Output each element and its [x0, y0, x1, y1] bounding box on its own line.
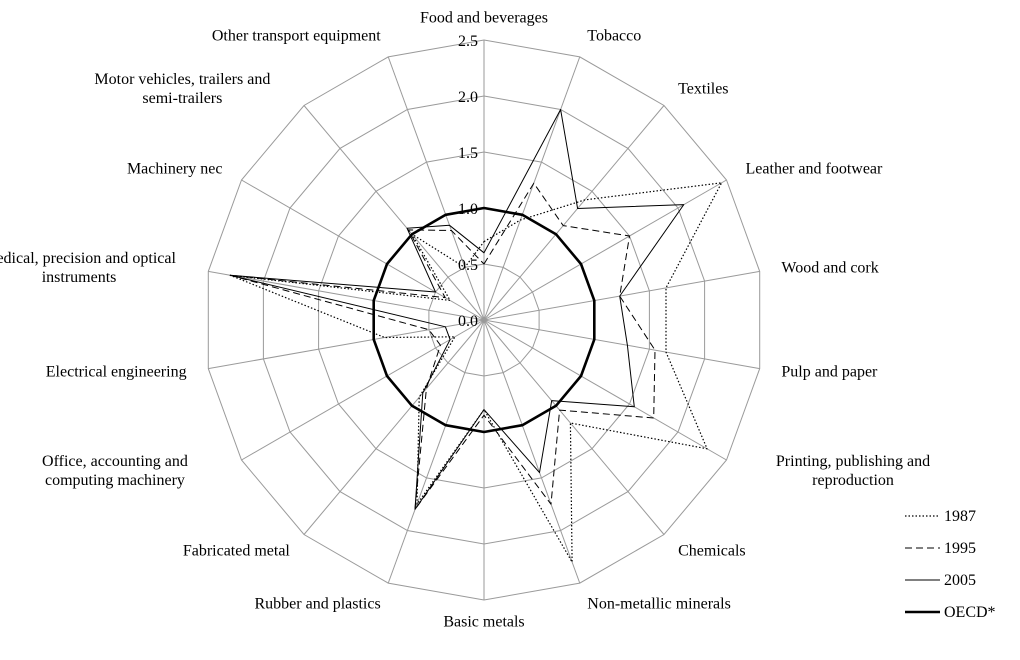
legend-label: 1995: [944, 540, 976, 557]
category-label: Machinery nec: [126, 160, 223, 178]
category-label: Fabricated metal: [182, 542, 290, 560]
series-line: [229, 182, 723, 563]
category-label: Rubber and plastics: [254, 595, 381, 613]
spoke: [208, 319, 485, 370]
category-label: Basic metals: [443, 613, 525, 631]
y-tick-label: 1.5: [458, 145, 478, 162]
spoke: [303, 105, 485, 321]
spoke: [303, 319, 485, 535]
spoke: [387, 319, 485, 584]
category-label: Textiles: [678, 80, 729, 98]
category-label: Office, accounting and computing machine…: [42, 453, 188, 489]
spoke: [483, 319, 727, 461]
y-tick-label: 2.0: [458, 89, 478, 106]
spoke: [208, 270, 485, 321]
category-label: Electrical engineering: [45, 363, 187, 381]
category-label: Leather and footwear: [745, 160, 883, 178]
spoke: [483, 319, 581, 584]
y-tick-label: 0.0: [458, 313, 478, 330]
legend-label: OECD*: [944, 604, 996, 621]
y-tick-label: 0.5: [458, 257, 478, 274]
category-label: Chemicals: [678, 542, 746, 560]
category-label: Non-metallic minerals: [587, 595, 731, 613]
category-label: Printing, publishing and reproduction: [775, 453, 931, 489]
series-line: [229, 109, 685, 510]
spoke: [241, 319, 485, 461]
spoke: [241, 179, 485, 321]
series-line: [372, 206, 596, 434]
spoke: [483, 105, 665, 321]
spoke: [483, 270, 760, 321]
series-line: [229, 182, 656, 510]
category-label: Food and beverages: [420, 9, 548, 27]
spoke: [483, 319, 665, 535]
category-label: Medical, precision and optical instrumen…: [0, 249, 176, 286]
spoke: [483, 319, 760, 370]
category-label: Tobacco: [587, 27, 642, 45]
spoke: [483, 56, 581, 321]
category-label: Wood and cork: [781, 259, 879, 277]
spoke: [387, 56, 485, 321]
y-tick-label: 2.5: [458, 33, 478, 50]
y-tick-label: 1.0: [458, 201, 478, 218]
category-label: Motor vehicles, trailers and semi-traile…: [94, 70, 271, 107]
spoke: [483, 179, 727, 321]
category-label: Other transport equipment: [211, 27, 381, 45]
legend-label: 2005: [944, 572, 976, 589]
category-label: Pulp and paper: [781, 363, 878, 381]
legend-label: 1987: [944, 508, 976, 525]
